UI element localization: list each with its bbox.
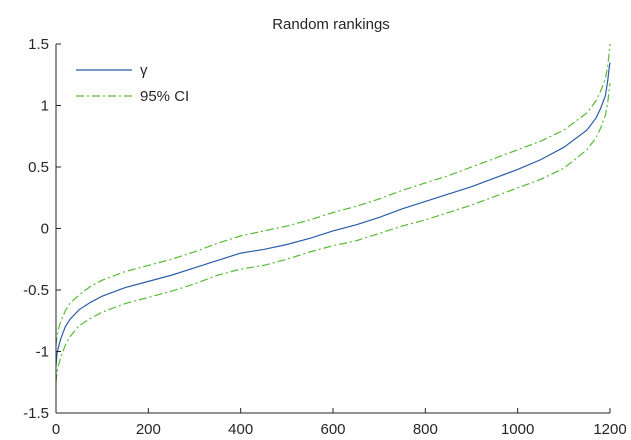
series-ci-upper-line	[55, 43, 611, 346]
x-tick-label: 1000	[501, 421, 534, 438]
legend-label-gamma: γ	[140, 62, 148, 79]
legend-box	[68, 55, 202, 110]
y-tick-label: -0.5	[23, 282, 49, 299]
chart-title: Random rankings	[272, 16, 390, 33]
y-tick-label: 1.5	[28, 36, 49, 53]
x-tick-label: 800	[413, 421, 438, 438]
x-tick-label: 200	[136, 421, 161, 438]
series-gamma-line	[55, 62, 611, 367]
series-ci-lower-line	[55, 83, 611, 383]
axes: 0 200 400 600 800 1000 1200 -1.5 -1 -0.5 0 0.5 1 1.5	[23, 36, 627, 438]
x-tick-label: 400	[228, 421, 253, 438]
x-tick-label: 1200	[593, 421, 626, 438]
y-tick-label: -1.5	[23, 405, 49, 422]
y-tick-label: -1	[36, 344, 49, 361]
x-tick-label: 600	[320, 421, 345, 438]
legend-label-ci: 95% CI	[140, 88, 189, 105]
x-tick-label: 0	[52, 421, 60, 438]
legend: γ 95% CI	[68, 55, 202, 110]
y-tick-label: 0.5	[28, 159, 49, 176]
y-tick-label: 1	[41, 98, 49, 115]
y-tick-label: 0	[41, 221, 49, 238]
plot-area	[55, 43, 611, 383]
